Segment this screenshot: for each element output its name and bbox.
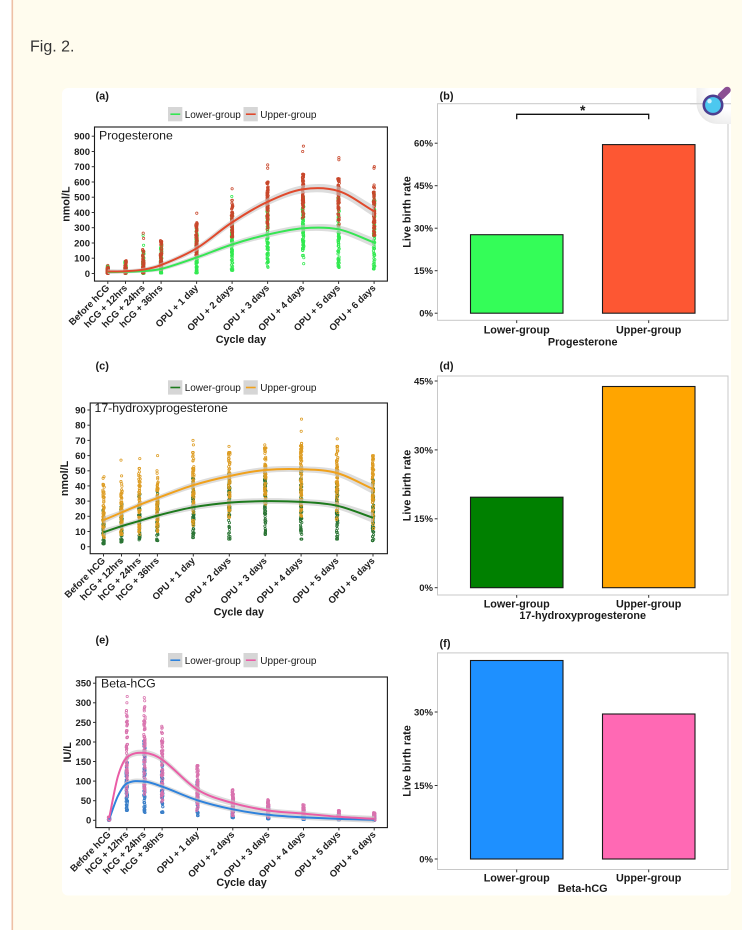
svg-text:900: 900 [74,132,90,143]
svg-text:20: 20 [75,512,86,523]
svg-text:Lower-group: Lower-group [484,873,550,885]
svg-text:0: 0 [80,542,85,553]
svg-text:15%: 15% [414,781,434,792]
svg-text:(f): (f) [440,638,451,650]
svg-text:Upper-group: Upper-group [616,325,682,337]
svg-text:Progesterone: Progesterone [548,337,618,349]
svg-text:Cycle day: Cycle day [216,877,266,889]
svg-text:(e): (e) [96,635,110,647]
svg-text:500: 500 [74,193,90,204]
svg-text:0%: 0% [419,583,433,594]
svg-text:60: 60 [75,451,86,462]
svg-text:350: 350 [75,679,91,690]
svg-text:Cycle day: Cycle day [216,334,266,346]
svg-text:45%: 45% [414,181,434,192]
svg-text:700: 700 [74,162,90,173]
svg-text:(c): (c) [96,361,110,373]
svg-text:0: 0 [86,816,91,827]
svg-text:300: 300 [75,698,91,709]
svg-text:(d): (d) [440,361,454,373]
svg-text:30: 30 [75,497,86,508]
svg-text:0%: 0% [419,854,433,865]
svg-text:Lower-group: Lower-group [484,599,550,611]
svg-text:80: 80 [75,421,86,432]
svg-text:50: 50 [75,466,86,477]
svg-text:nmol/L: nmol/L [61,186,73,222]
svg-text:Upper-group: Upper-group [260,383,317,394]
svg-text:Upper-group: Upper-group [616,873,682,885]
svg-text:Fig. 2.: Fig. 2. [30,39,74,56]
svg-text:400: 400 [74,208,90,219]
svg-text:90: 90 [75,405,86,416]
svg-text:Beta-hCG: Beta-hCG [558,883,608,895]
svg-text:(a): (a) [96,91,110,103]
svg-text:Progesterone: Progesterone [99,129,173,143]
svg-text:Beta-hCG: Beta-hCG [101,677,156,691]
svg-text:40: 40 [75,481,86,492]
svg-text:Lower-group: Lower-group [185,110,242,121]
svg-text:nmol/L: nmol/L [59,460,71,496]
svg-text:17-hydroxyprogesterone: 17-hydroxyprogesterone [95,401,228,415]
svg-text:Upper-group: Upper-group [260,656,317,667]
svg-text:50: 50 [81,796,92,807]
svg-text:*: * [580,102,586,118]
svg-text:800: 800 [74,147,90,158]
svg-text:10: 10 [75,527,86,538]
svg-text:150: 150 [75,757,91,768]
svg-text:100: 100 [75,777,91,788]
svg-text:600: 600 [74,177,90,188]
svg-text:Live birth rate: Live birth rate [402,450,414,521]
svg-text:Upper-group: Upper-group [260,110,317,121]
svg-text:60%: 60% [414,139,434,150]
svg-text:(b): (b) [440,91,454,103]
svg-text:Live birth rate: Live birth rate [402,176,414,247]
svg-text:Cycle day: Cycle day [214,607,264,619]
svg-text:Lower-group: Lower-group [185,656,242,667]
svg-text:200: 200 [75,737,91,748]
svg-text:15%: 15% [414,266,434,277]
svg-text:17-hydroxyprogesterone: 17-hydroxyprogesterone [519,610,646,622]
svg-text:30%: 30% [414,445,434,456]
svg-text:15%: 15% [414,514,434,525]
svg-text:200: 200 [74,238,90,249]
svg-text:Lower-group: Lower-group [484,325,550,337]
svg-text:30%: 30% [414,707,434,718]
svg-text:Upper-group: Upper-group [616,599,682,611]
svg-text:70: 70 [75,436,86,447]
svg-text:250: 250 [75,718,91,729]
svg-text:30%: 30% [414,224,434,235]
svg-text:100: 100 [74,254,90,265]
svg-text:300: 300 [74,223,90,234]
svg-text:0: 0 [85,269,90,280]
svg-text:Live birth rate: Live birth rate [402,725,414,796]
svg-text:45%: 45% [414,376,434,387]
svg-text:0%: 0% [419,309,433,320]
svg-text:Lower-group: Lower-group [185,383,242,394]
svg-text:IU/L: IU/L [62,742,74,763]
